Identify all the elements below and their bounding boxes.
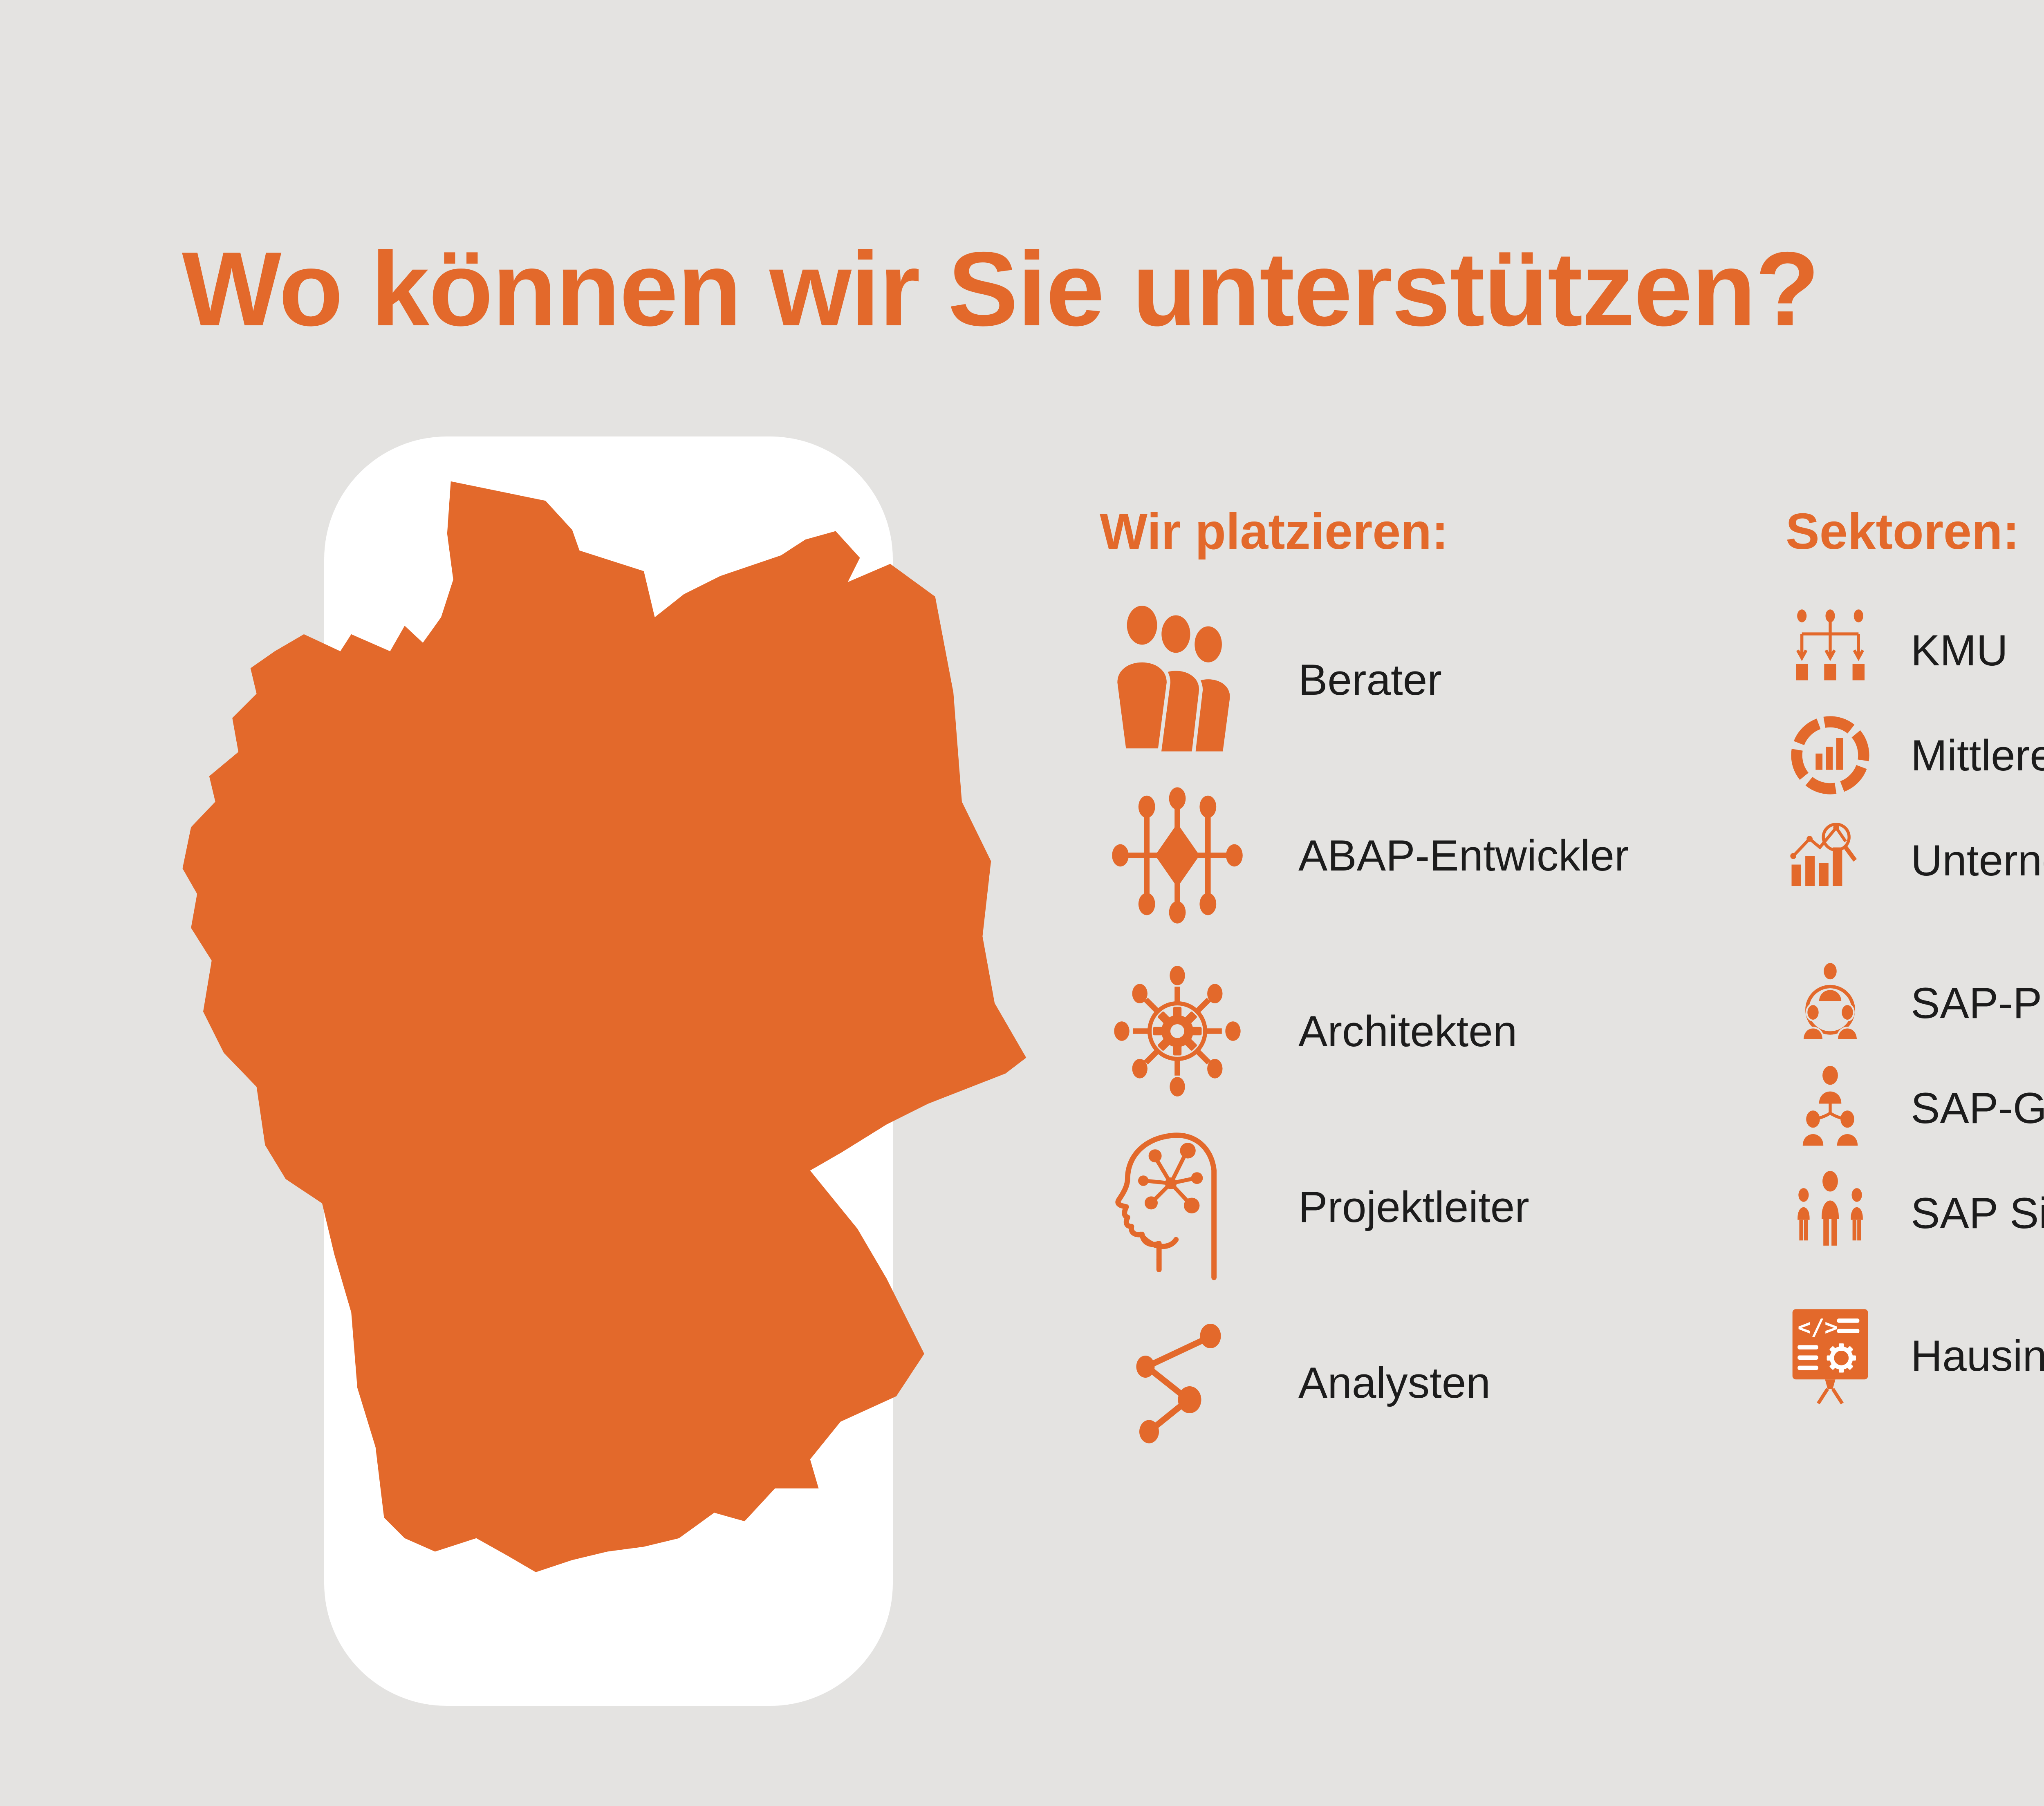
list-item-label: SAP-Gold-Partner xyxy=(1911,1083,2044,1132)
list-item-sap-gold-partner: SAP-Gold-Partner xyxy=(1786,1055,2044,1160)
gear-network-icon xyxy=(1114,966,1241,1097)
list-item-berater: Berater xyxy=(1100,592,1629,768)
list-item-projektleiter: Projektleiter xyxy=(1100,1119,1629,1295)
people-circle-icon xyxy=(1802,961,1859,1041)
code-board-icon: </> xyxy=(1792,1309,1868,1405)
placements-heading: Wir platzieren: xyxy=(1100,504,1449,560)
germany-map-icon xyxy=(182,481,1026,1572)
list-item-architekten: Architekten xyxy=(1100,943,1629,1119)
svg-text:</>: </> xyxy=(1797,1314,1838,1340)
list-item-abap-entwickler: ABAP-Entwickler xyxy=(1100,768,1629,943)
bar-growth-search-icon xyxy=(1790,822,1857,886)
list-item-label: KMU xyxy=(1911,625,2008,675)
list-item-label: Unternehmen xyxy=(1911,835,2044,885)
page-title: Wo können wir Sie unterstützen? xyxy=(182,230,1820,348)
sectors-list: KMU Mittlerer Markt xyxy=(1786,598,2044,1446)
placements-list: Berater xyxy=(1100,592,1629,1470)
head-network-icon xyxy=(1115,1132,1217,1280)
list-item-label: Hausintern xyxy=(1911,1331,2044,1380)
list-item-analysten: Analysten xyxy=(1100,1295,1629,1470)
list-item-kmu: KMU xyxy=(1786,598,2044,703)
sectors-heading: Sektoren: xyxy=(1786,504,2019,560)
list-item-sap-platin-partner: SAP-Platin-Partner xyxy=(1786,950,2044,1055)
list-item-unternehmen: Unternehmen xyxy=(1786,808,2044,913)
list-item-mittlerer-markt: Mittlerer Markt xyxy=(1786,703,2044,808)
sector-group-partners: SAP-Platin-Partner xyxy=(1786,950,2044,1265)
list-item-label: Mittlerer Markt xyxy=(1911,730,2044,780)
list-item-label: ABAP-Entwickler xyxy=(1298,831,1629,880)
org-flow-icon xyxy=(1796,609,1865,680)
list-item-hausintern: </> xyxy=(1786,1303,2044,1408)
people-hierarchy-icon xyxy=(1802,1065,1858,1146)
network-nodes-icon xyxy=(1112,787,1243,924)
list-item-label: Berater xyxy=(1298,655,1442,704)
list-item-sap-silber-partner: SAP Silber-Partner xyxy=(1786,1160,2044,1265)
list-item-label: Architekten xyxy=(1298,1007,1517,1056)
list-item-label: Analysten xyxy=(1298,1358,1490,1407)
donut-chart-icon xyxy=(1791,716,1869,794)
people-row-icon xyxy=(1797,1170,1863,1246)
sector-group-markets: KMU Mittlerer Markt xyxy=(1786,598,2044,913)
list-item-label: Projektleiter xyxy=(1298,1182,1529,1231)
sector-group-internal: </> xyxy=(1786,1303,2044,1408)
list-item-label: SAP-Platin-Partner xyxy=(1911,978,2044,1027)
list-item-label: SAP Silber-Partner xyxy=(1911,1188,2044,1238)
people-group-icon xyxy=(1114,602,1234,755)
path-nodes-icon xyxy=(1136,1324,1221,1443)
